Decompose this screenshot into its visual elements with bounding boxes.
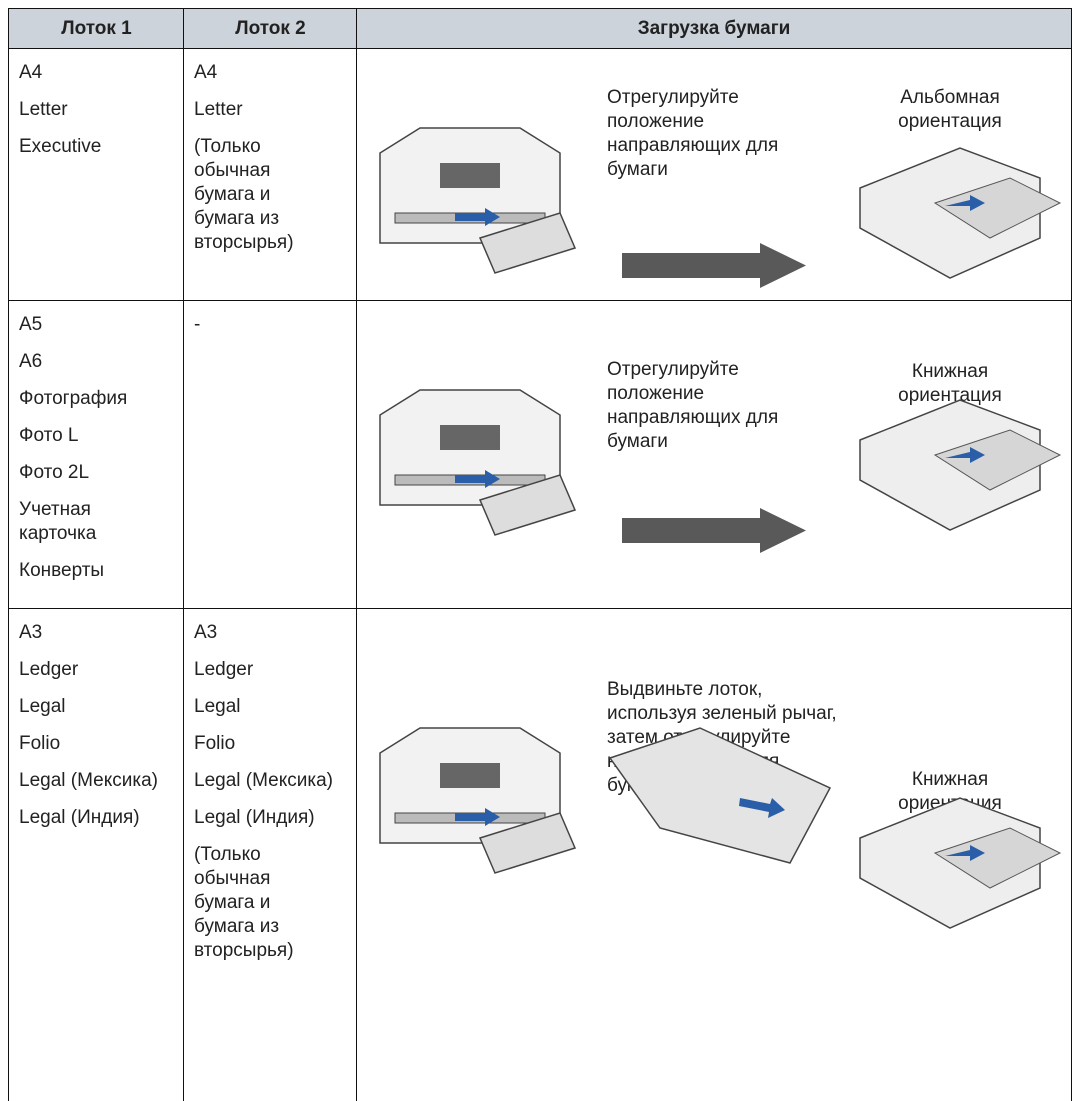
step-arrow bbox=[622, 243, 806, 288]
printer-panel bbox=[440, 425, 500, 450]
illustrations bbox=[379, 127, 1062, 929]
paper-size: - bbox=[194, 314, 201, 335]
paper-stack bbox=[933, 429, 1062, 491]
paper-size: Legal bbox=[19, 696, 66, 717]
orientation: Книжная ориентация bbox=[898, 361, 1002, 406]
paper-size: Legal (Мексика) bbox=[194, 770, 333, 791]
tray-with-hands bbox=[608, 727, 832, 864]
tray bbox=[478, 812, 577, 874]
loading-cell bbox=[356, 48, 1072, 301]
printer-panel bbox=[440, 163, 500, 188]
blue-arrow bbox=[739, 798, 785, 818]
loading-cell bbox=[356, 300, 1072, 609]
header-cell: Лоток 2 bbox=[183, 8, 357, 49]
tray bbox=[478, 474, 577, 536]
paper-size: A4 bbox=[194, 62, 218, 83]
paper-size: Folio bbox=[194, 733, 236, 754]
paper-size: A5 bbox=[19, 314, 43, 335]
tray-cell: - bbox=[183, 300, 357, 609]
paper-size: Ledger bbox=[19, 659, 79, 680]
paper-size: Учетная карточка bbox=[19, 499, 97, 544]
paper-size: Folio bbox=[19, 733, 61, 754]
header-cell: Загрузка бумаги bbox=[356, 8, 1072, 49]
step-arrow bbox=[622, 508, 806, 553]
paper-stack bbox=[933, 177, 1062, 239]
paper-size: Legal bbox=[194, 696, 241, 717]
paper-size: (Только обычная бумага и бумага из вторс… bbox=[194, 136, 294, 253]
blue-arrow bbox=[945, 845, 985, 861]
paper-size: A4 bbox=[19, 62, 43, 83]
paper-size: Конверты bbox=[19, 560, 105, 581]
instruction: Отрегулируйте положение направляющих для… bbox=[607, 359, 779, 452]
blue-arrow bbox=[945, 195, 985, 211]
paper-size: A6 bbox=[19, 351, 43, 372]
header-cell: Лоток 1 bbox=[8, 8, 184, 49]
tray-cell: A3 Ledger Legal Folio Legal (Мексика) Legal (… bbox=[8, 608, 184, 1101]
tray-cell: A4 Letter Executive bbox=[8, 48, 184, 301]
paper-size: A3 bbox=[19, 622, 43, 643]
paper-size: Executive bbox=[19, 136, 102, 157]
blue-arrow bbox=[945, 447, 985, 463]
paper-size: Legal (Индия) bbox=[194, 807, 315, 828]
paper-size: Legal (Индия) bbox=[19, 807, 140, 828]
printer-panel bbox=[440, 763, 500, 788]
paper-size: Фото L bbox=[19, 425, 79, 446]
page: Лоток 1 Лоток 2 Загрузка бумаги A4 Letter Exe… bbox=[8, 8, 1072, 1101]
paper-size: Фото 2L bbox=[19, 462, 90, 483]
paper-size: A3 bbox=[194, 622, 218, 643]
paper-size: Legal (Мексика) bbox=[19, 770, 158, 791]
paper-size: Фотография bbox=[19, 388, 128, 409]
tray-cell: A3 Ledger Legal Folio Legal (Мексика) Legal (… bbox=[183, 608, 357, 1101]
paper-size: Letter bbox=[194, 99, 243, 120]
paper-size: (Только обычная бумага и бумага из вторс… bbox=[194, 844, 294, 961]
orientation: Альбомная ориентация bbox=[898, 87, 1002, 132]
tray-cell: A4 Letter (Только обычная бумага и бумага … bbox=[183, 48, 357, 301]
tray bbox=[478, 212, 577, 274]
blue-arrow bbox=[455, 208, 500, 226]
instruction: Отрегулируйте положение направляющих для… bbox=[607, 87, 779, 180]
blue-arrow bbox=[455, 808, 500, 826]
paper-size: Letter bbox=[19, 99, 68, 120]
tray-cell: A5 A6 Фотография Фото L Фото 2L Учетная карто… bbox=[8, 300, 184, 609]
blue-arrow bbox=[455, 470, 500, 488]
paper-stack bbox=[933, 827, 1062, 889]
paper-size: Ledger bbox=[194, 659, 254, 680]
loading-cell bbox=[356, 608, 1072, 1101]
